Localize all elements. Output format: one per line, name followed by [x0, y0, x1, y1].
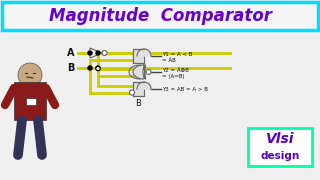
- Text: A: A: [136, 70, 141, 79]
- Circle shape: [96, 51, 100, 55]
- Polygon shape: [90, 48, 102, 58]
- Polygon shape: [133, 49, 144, 63]
- Circle shape: [96, 66, 100, 71]
- Text: A: A: [67, 48, 74, 58]
- Polygon shape: [133, 82, 144, 96]
- FancyBboxPatch shape: [2, 2, 318, 30]
- Text: design: design: [260, 151, 300, 161]
- Text: B: B: [136, 99, 141, 108]
- Circle shape: [102, 51, 107, 55]
- Circle shape: [96, 66, 100, 70]
- Circle shape: [130, 90, 134, 95]
- FancyBboxPatch shape: [14, 82, 46, 120]
- Circle shape: [88, 66, 92, 70]
- Circle shape: [88, 51, 92, 55]
- Text: Vlsi: Vlsi: [266, 132, 294, 146]
- FancyBboxPatch shape: [248, 128, 312, 166]
- Circle shape: [146, 69, 151, 75]
- Text: Y3 = AB̅ = A > B: Y3 = AB̅ = A > B: [162, 87, 208, 91]
- Polygon shape: [137, 49, 151, 56]
- Text: = ĀB: = ĀB: [162, 57, 176, 62]
- Text: Y2 = Ā⊕B: Y2 = Ā⊕B: [162, 68, 189, 73]
- FancyBboxPatch shape: [26, 98, 36, 105]
- Text: B: B: [67, 63, 74, 73]
- Polygon shape: [133, 65, 146, 79]
- Polygon shape: [137, 82, 151, 89]
- Text: Y1 = A < B: Y1 = A < B: [162, 51, 192, 57]
- Text: Magnitude  Comparator: Magnitude Comparator: [50, 7, 273, 25]
- Text: = (A=B): = (A=B): [162, 73, 185, 78]
- Circle shape: [18, 63, 42, 87]
